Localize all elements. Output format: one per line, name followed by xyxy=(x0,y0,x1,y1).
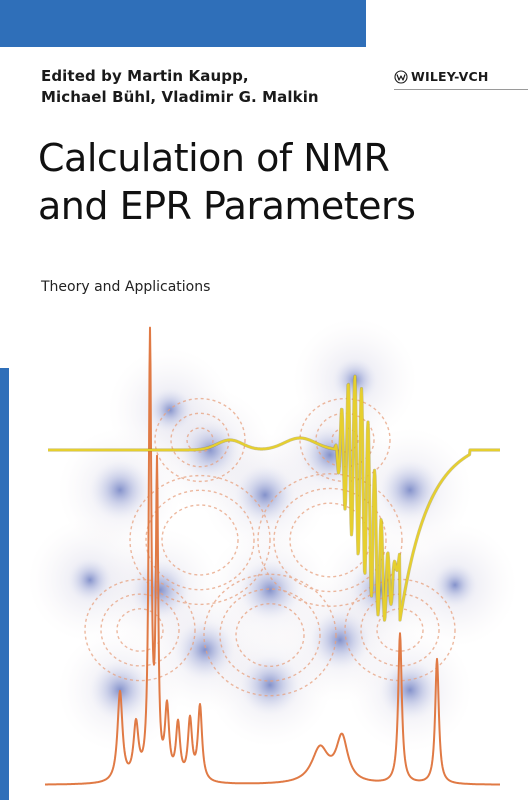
publisher-logo: WILEY-VCH xyxy=(394,69,489,84)
epr-spectrum-trace xyxy=(47,375,501,622)
density-spot xyxy=(240,560,300,620)
field-line xyxy=(257,473,403,607)
density-spot xyxy=(90,460,150,520)
wiley-logo-icon xyxy=(394,69,408,84)
electron-density-layer xyxy=(28,318,517,752)
editors-line-2: Michael Bühl, Vladimir G. Malkin xyxy=(41,88,319,106)
book-title-line-2: and EPR Parameters xyxy=(38,184,416,228)
density-spot xyxy=(310,610,370,670)
editors-line-1: Edited by Martin Kaupp, xyxy=(41,67,249,85)
field-line xyxy=(161,504,239,576)
field-line xyxy=(235,603,305,667)
field-line xyxy=(186,427,214,453)
field-line xyxy=(145,489,255,591)
left-accent-bar xyxy=(0,368,9,800)
field-line xyxy=(116,608,164,652)
book-title: Calculation of NMR and EPR Parameters xyxy=(38,134,508,230)
field-line xyxy=(100,593,180,667)
density-spot xyxy=(380,660,440,720)
density-spot xyxy=(240,655,300,715)
top-accent-bar xyxy=(0,0,366,47)
field-line xyxy=(315,412,375,468)
book-title-line-1: Calculation of NMR xyxy=(38,136,390,180)
editors: Edited by Martin Kaupp, Michael Bühl, Vl… xyxy=(41,66,341,108)
density-spot xyxy=(380,460,440,520)
field-line xyxy=(154,397,246,483)
field-line xyxy=(273,487,387,593)
field-line xyxy=(331,427,359,453)
publisher-rule xyxy=(394,89,528,90)
nmr-spectrum-trace xyxy=(44,326,501,786)
field-line xyxy=(219,588,321,682)
cover-illustration xyxy=(28,318,517,786)
density-spot xyxy=(68,558,112,602)
field-line xyxy=(84,578,196,682)
field-line xyxy=(203,573,337,697)
book-subtitle: Theory and Applications xyxy=(41,279,211,295)
publisher-name: WILEY-VCH xyxy=(411,69,489,84)
density-spot xyxy=(433,563,477,607)
field-line xyxy=(129,474,271,606)
